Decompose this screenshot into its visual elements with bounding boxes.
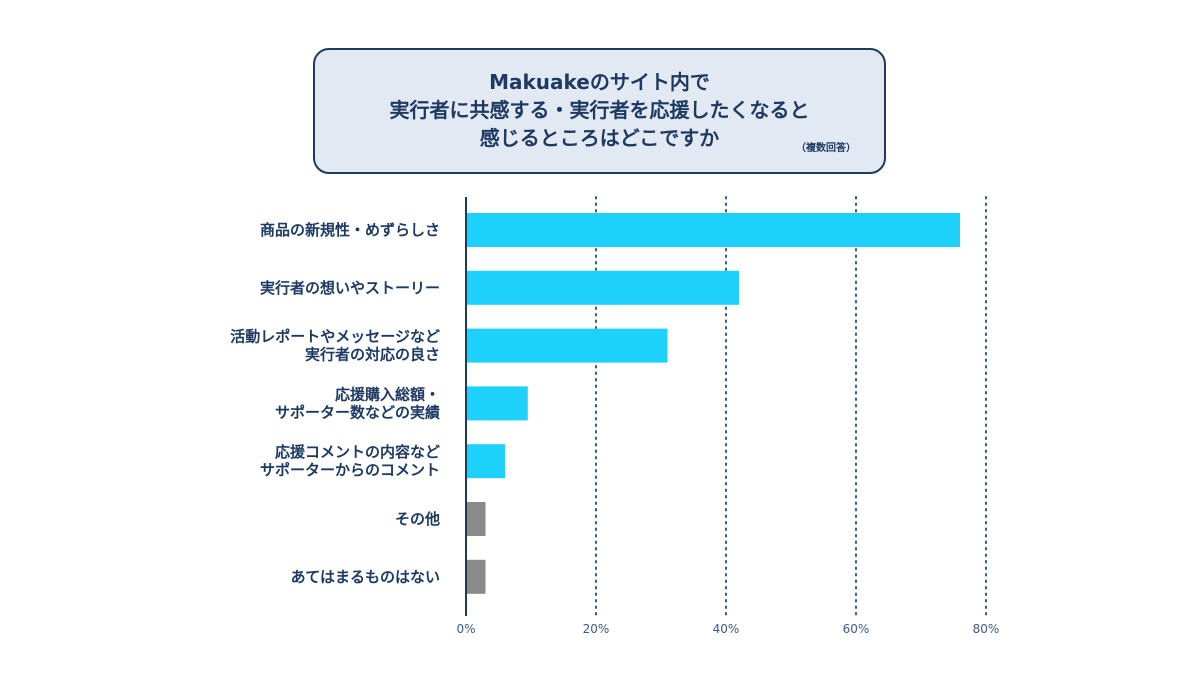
category-label-layer: 商品の新規性・めずらしさ実行者の想いやストーリー活動レポートやメッセージなど実行… (230, 221, 440, 586)
chart-title: Makuakeのサイト内で 実行者に共感する・実行者を応援したくなると 感じると… (315, 68, 884, 152)
category-label: 応援コメントの内容など (275, 443, 440, 461)
chart-title-line-1: Makuakeのサイト内で (489, 70, 710, 94)
grid-layer (595, 196, 987, 617)
category-label: 活動レポートやメッセージなど (230, 328, 440, 346)
chart-title-note: （複数回答） (796, 143, 856, 154)
chart-title-box: Makuakeのサイト内で 実行者に共感する・実行者を応援したくなると 感じると… (313, 48, 886, 174)
bar-6 (466, 559, 486, 594)
x-tick-label: 20% (583, 622, 610, 636)
x-tick-label: 40% (713, 622, 740, 636)
bar-3 (466, 386, 528, 421)
bar-2 (466, 328, 668, 363)
category-label: その他 (395, 510, 440, 528)
bar-0 (466, 213, 960, 247)
bar-4 (466, 444, 505, 479)
category-label: サポーターからのコメント (260, 461, 440, 479)
chart-title-line-3: 感じるところはどこですか (479, 126, 720, 150)
category-label: 実行者の想いやストーリー (260, 279, 440, 297)
x-tick-label: 80% (973, 622, 1000, 636)
bar-5 (466, 502, 486, 536)
category-label: サポーター数などの実績 (275, 403, 440, 421)
category-label: 商品の新規性・めずらしさ (260, 221, 440, 239)
bar-layer (466, 213, 960, 594)
category-label: あてはまるものはない (291, 568, 440, 586)
category-label: 実行者の対応の良さ (305, 346, 440, 364)
chart-title-line-2: 実行者に共感する・実行者を応援したくなると (389, 98, 810, 122)
tick-label-layer: 0% 20% 40% 60% 80% (456, 622, 999, 636)
x-tick-label: 0% (456, 622, 475, 636)
category-label: 応援購入総額・ (335, 385, 440, 403)
x-tick-label: 60% (843, 622, 870, 636)
bar-1 (466, 270, 739, 305)
